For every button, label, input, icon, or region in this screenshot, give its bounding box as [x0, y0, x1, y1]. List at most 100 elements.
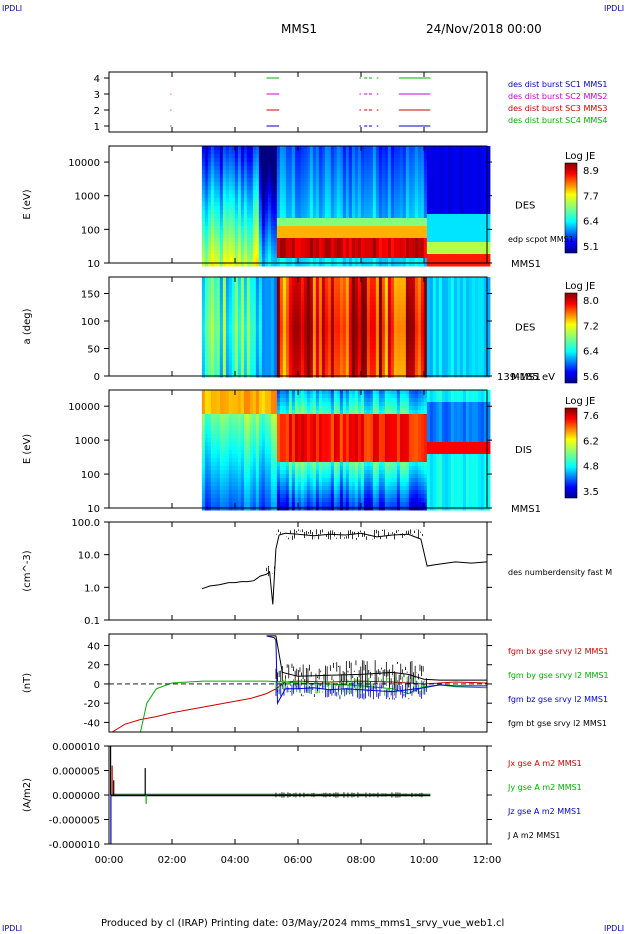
spectrogram-cell — [441, 361, 446, 366]
spectrogram-cell — [456, 190, 461, 195]
spectrogram-cell — [351, 341, 356, 346]
spectrogram-cell — [342, 254, 347, 259]
spectrogram-cell — [210, 250, 215, 255]
spectrogram-cell — [381, 333, 386, 338]
spectrogram-cell — [375, 325, 380, 330]
spectrogram-cell — [369, 345, 374, 350]
spectrogram-cell — [315, 357, 320, 362]
spectrogram-cell — [285, 361, 290, 366]
spectrogram-cell — [345, 218, 350, 223]
spectrogram-cell — [447, 146, 452, 151]
spectrogram-cell — [399, 146, 404, 151]
spectrogram-cell — [474, 214, 479, 219]
spectrogram-cell — [267, 218, 272, 223]
spectrogram-cell — [252, 158, 257, 163]
spectrogram-cell — [483, 186, 488, 191]
spectrogram-cell — [471, 194, 476, 199]
spectrogram-cell — [228, 218, 233, 223]
spectrogram-cell — [426, 210, 431, 215]
spectrogram-cell — [297, 198, 302, 203]
spectrogram-cell — [369, 313, 374, 318]
spectrogram-cell — [249, 166, 254, 171]
spectrogram-cell — [258, 357, 263, 362]
spectrogram-cell — [291, 369, 296, 374]
spectrogram-cell — [207, 309, 212, 314]
spectrogram-cell — [207, 305, 212, 310]
spectrogram-cell — [396, 329, 401, 334]
spectrogram-cell — [393, 250, 398, 255]
spectrogram-cell — [390, 309, 395, 314]
spectrogram-cell — [339, 317, 344, 322]
spectrogram-cell — [366, 305, 371, 310]
spectrogram-cell — [453, 150, 458, 155]
spectrogram-cell — [216, 309, 221, 314]
spectrogram-cell — [234, 297, 239, 302]
spectrogram-cell — [243, 357, 248, 362]
spectrogram-cell — [465, 230, 470, 235]
spectrogram-cell — [447, 262, 452, 267]
spectrogram-cell — [252, 281, 257, 286]
spectrogram-cell — [342, 349, 347, 354]
spectrogram-cell — [366, 226, 371, 231]
spectrogram-cell — [252, 170, 257, 175]
spectrogram-cell — [339, 182, 344, 187]
spectrogram-cell — [384, 369, 389, 374]
spectrogram-cell — [216, 198, 221, 203]
spectrogram-cell — [264, 341, 269, 346]
spectrogram-cell — [480, 250, 485, 255]
spectrogram-cell — [429, 293, 434, 298]
spectrogram-cell — [447, 162, 452, 167]
spectrogram-cell — [258, 345, 263, 350]
spectrogram-cell — [402, 210, 407, 215]
spectrogram-cell — [384, 202, 389, 207]
spectrogram-cell — [258, 349, 263, 354]
spectrogram-cell — [207, 190, 212, 195]
spectrogram-cell — [345, 198, 350, 203]
spectrogram-cell — [372, 234, 377, 239]
spectrogram-cell — [357, 186, 362, 191]
spectrogram-cell — [429, 373, 434, 378]
spectrogram-cell — [408, 373, 413, 378]
spectrogram-cell — [444, 317, 449, 322]
spectrogram-cell — [243, 218, 248, 223]
spectrogram-cell — [471, 238, 476, 243]
spectrogram-cell — [294, 262, 299, 267]
spectrogram-cell — [318, 313, 323, 318]
spectrogram-cell — [342, 321, 347, 326]
spectrogram-cell — [474, 170, 479, 175]
spectrogram-cell — [411, 258, 416, 263]
spectrogram-cell — [315, 246, 320, 251]
spectrogram-cell — [426, 162, 431, 167]
spectrogram-cell — [477, 250, 482, 255]
spectrogram-cell — [450, 353, 455, 358]
spectrogram-cell — [300, 198, 305, 203]
spectrogram-cell — [216, 353, 221, 358]
spectrogram-cell — [402, 150, 407, 155]
spectrogram-cell — [339, 154, 344, 159]
spectrogram-cell — [204, 337, 209, 342]
spectrogram-cell — [330, 325, 335, 330]
spectrogram-cell — [330, 182, 335, 187]
spectrogram-cell — [324, 361, 329, 366]
spectrogram-cell — [258, 242, 263, 247]
spectrogram-cell — [426, 150, 431, 155]
spectrogram-cell — [486, 242, 491, 247]
spectrogram-cell — [201, 210, 206, 215]
spectrogram-cell — [378, 349, 383, 354]
spectrogram-cell — [297, 281, 302, 286]
spectrogram-cell — [288, 313, 293, 318]
spectrogram-cell — [318, 162, 323, 167]
spectrogram-cell — [477, 194, 482, 199]
spectrogram-cell — [213, 206, 218, 211]
spectrogram-cell — [291, 182, 296, 187]
spectrogram-cell — [465, 234, 470, 239]
spectrogram-cell — [435, 262, 440, 267]
spectrogram-cell — [438, 154, 443, 159]
spectrogram-cell — [285, 258, 290, 263]
spectrogram-cell — [408, 254, 413, 259]
spectrogram-cell — [216, 337, 221, 342]
spectrogram-cell — [378, 293, 383, 298]
spectrogram-cell — [249, 289, 254, 294]
spectrogram-cell — [384, 333, 389, 338]
spectrogram-cell — [321, 150, 326, 155]
